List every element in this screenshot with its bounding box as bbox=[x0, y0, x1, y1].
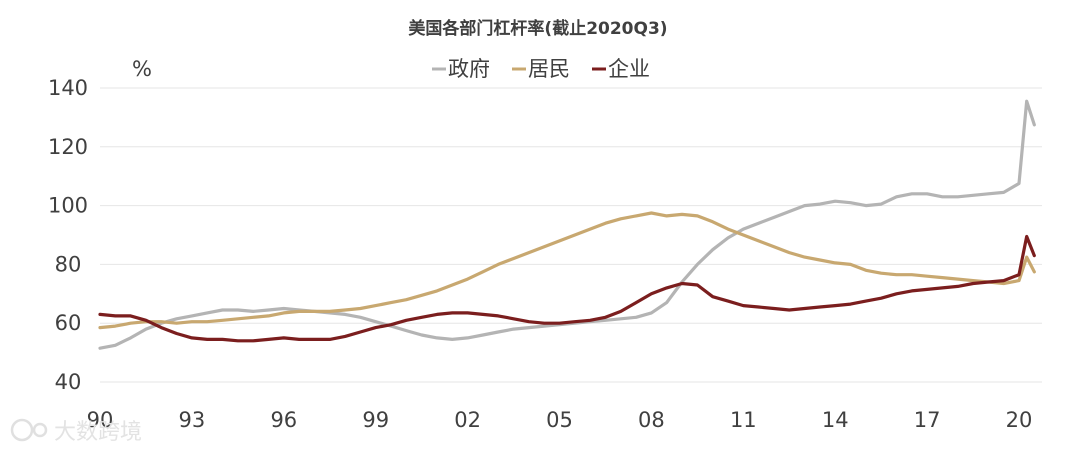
series-lines bbox=[98, 99, 1036, 350]
series-line-2 bbox=[98, 211, 1036, 330]
legend-label: 居民 bbox=[528, 57, 570, 81]
series-line-1 bbox=[98, 99, 1036, 350]
x-tick-label: 11 bbox=[730, 408, 757, 432]
x-tick-label: 93 bbox=[179, 408, 206, 432]
x-tick-label: 02 bbox=[454, 408, 481, 432]
y-tick-label: 100 bbox=[48, 194, 88, 218]
x-tick-label: 99 bbox=[362, 408, 389, 432]
y-tick-label: 140 bbox=[48, 76, 88, 100]
y-tick-label: 80 bbox=[55, 252, 82, 276]
y-tick-label: 40 bbox=[55, 370, 82, 394]
x-tick-label: 96 bbox=[270, 408, 297, 432]
y-axis-ticks: 40 60 80 100 120 140 bbox=[48, 76, 88, 394]
x-tick-label: 08 bbox=[638, 408, 665, 432]
series-line-3 bbox=[98, 234, 1036, 343]
legend-label: 企业 bbox=[608, 57, 650, 81]
logo-mark-icon bbox=[10, 418, 48, 442]
legend-label: 政府 bbox=[448, 57, 490, 81]
chart-title: 美国各部门杠杆率(截止2020Q3) bbox=[408, 18, 667, 39]
x-tick-label: 90 bbox=[87, 408, 114, 432]
legend: 政府 居民 企业 bbox=[432, 57, 650, 81]
watermark-text: 大数跨境 bbox=[54, 420, 142, 445]
x-tick-label: 14 bbox=[822, 408, 849, 432]
y-tick-label: 120 bbox=[48, 135, 88, 159]
y-tick-label: 60 bbox=[55, 311, 82, 335]
x-axis-ticks: 90 93 96 99 02 05 08 11 14 17 20 bbox=[87, 408, 1033, 432]
y-unit-label: % bbox=[132, 57, 152, 81]
x-tick-label: 20 bbox=[1006, 408, 1033, 432]
watermark: 大数跨境 bbox=[10, 418, 142, 445]
x-tick-label: 17 bbox=[914, 408, 941, 432]
x-tick-label: 05 bbox=[546, 408, 573, 432]
